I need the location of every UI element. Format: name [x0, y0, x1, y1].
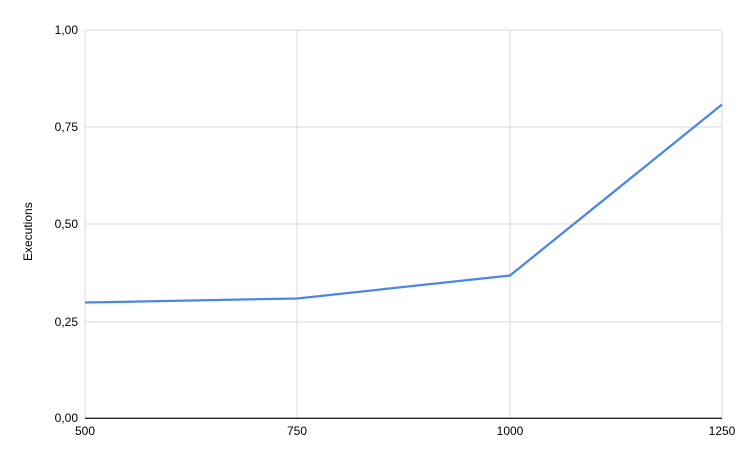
- svg-text:1250: 1250: [709, 424, 736, 438]
- svg-text:750: 750: [287, 424, 307, 438]
- svg-text:500: 500: [75, 424, 95, 438]
- svg-text:1,00: 1,00: [55, 23, 79, 37]
- svg-text:0,75: 0,75: [55, 120, 79, 134]
- svg-text:0,00: 0,00: [55, 411, 79, 425]
- svg-text:0,50: 0,50: [55, 217, 79, 231]
- svg-text:1000: 1000: [497, 424, 524, 438]
- svg-text:0,25: 0,25: [55, 315, 79, 329]
